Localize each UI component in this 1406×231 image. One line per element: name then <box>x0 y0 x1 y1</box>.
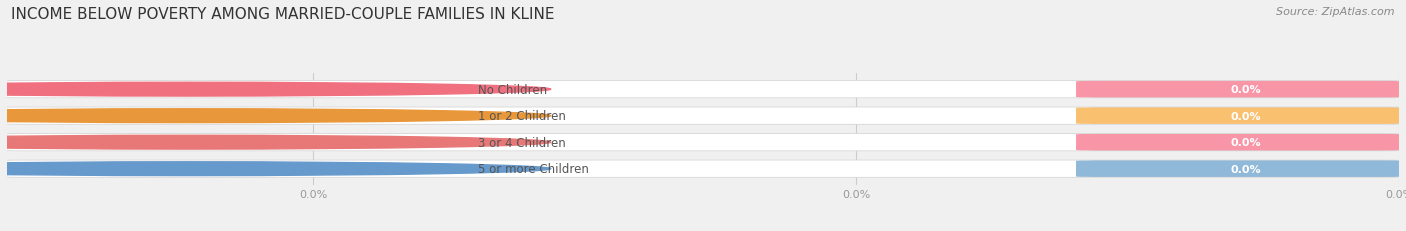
Text: 1 or 2 Children: 1 or 2 Children <box>478 110 567 123</box>
Circle shape <box>0 162 551 176</box>
FancyBboxPatch shape <box>7 134 1399 151</box>
FancyBboxPatch shape <box>7 134 1092 151</box>
FancyBboxPatch shape <box>7 108 1092 124</box>
FancyBboxPatch shape <box>7 82 1092 98</box>
Text: 5 or more Children: 5 or more Children <box>478 162 589 175</box>
Text: 0.0%: 0.0% <box>1230 85 1261 95</box>
FancyBboxPatch shape <box>7 161 1092 177</box>
FancyBboxPatch shape <box>1076 161 1399 177</box>
Text: 0.0%: 0.0% <box>1230 111 1261 121</box>
Text: 0.0%: 0.0% <box>1230 138 1261 148</box>
Text: INCOME BELOW POVERTY AMONG MARRIED-COUPLE FAMILIES IN KLINE: INCOME BELOW POVERTY AMONG MARRIED-COUPL… <box>11 7 555 22</box>
FancyBboxPatch shape <box>1076 82 1399 98</box>
Text: No Children: No Children <box>478 83 547 96</box>
FancyBboxPatch shape <box>7 108 1399 124</box>
Text: 3 or 4 Children: 3 or 4 Children <box>478 136 567 149</box>
Circle shape <box>0 109 551 123</box>
Circle shape <box>0 136 551 149</box>
FancyBboxPatch shape <box>7 82 1399 98</box>
FancyBboxPatch shape <box>1076 108 1399 124</box>
FancyBboxPatch shape <box>1076 134 1399 151</box>
Text: Source: ZipAtlas.com: Source: ZipAtlas.com <box>1277 7 1395 17</box>
Circle shape <box>0 83 551 97</box>
FancyBboxPatch shape <box>7 161 1399 177</box>
Text: 0.0%: 0.0% <box>1230 164 1261 174</box>
